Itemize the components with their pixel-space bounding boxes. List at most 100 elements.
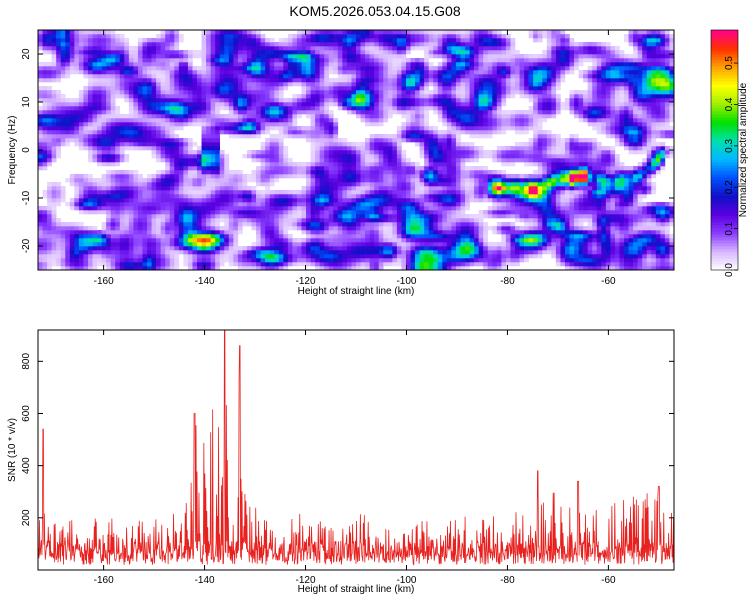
heatmap-cell bbox=[460, 262, 466, 267]
heatmap-cell bbox=[274, 174, 280, 179]
heatmap-cell bbox=[365, 110, 370, 115]
heatmap-cell bbox=[496, 182, 502, 187]
heatmap-cell bbox=[156, 138, 161, 143]
heatmap-cell bbox=[515, 110, 520, 115]
heatmap-cell bbox=[519, 246, 525, 251]
heatmap-cell bbox=[578, 230, 584, 235]
heatmap-cell bbox=[210, 142, 216, 147]
heatmap-cell bbox=[660, 150, 666, 155]
heatmap-cell bbox=[337, 174, 343, 179]
heatmap-cell bbox=[365, 254, 370, 259]
heatmap-cell bbox=[651, 210, 657, 215]
heatmap-cell bbox=[660, 118, 666, 123]
heatmap-cell bbox=[419, 242, 425, 247]
heatmap-cell bbox=[546, 170, 552, 175]
heatmap-cell bbox=[260, 262, 266, 267]
heatmap-cell bbox=[215, 158, 221, 163]
heatmap-cell bbox=[405, 162, 411, 167]
heatmap-cell bbox=[110, 210, 116, 215]
heatmap-cell bbox=[428, 174, 434, 179]
heatmap-cell bbox=[101, 202, 107, 207]
heatmap-cell bbox=[160, 158, 166, 163]
heatmap-cell bbox=[483, 134, 489, 139]
heatmap-cell bbox=[201, 146, 207, 151]
heatmap-cell bbox=[87, 146, 93, 151]
heatmap-cell bbox=[133, 202, 139, 207]
heatmap-cell bbox=[524, 182, 529, 187]
heatmap-cell bbox=[210, 126, 216, 131]
heatmap-cell bbox=[564, 214, 570, 219]
heatmap-cell bbox=[437, 230, 443, 235]
heatmap-cell bbox=[333, 134, 339, 139]
heatmap-cell bbox=[47, 218, 52, 223]
heatmap-cell bbox=[605, 166, 611, 171]
heatmap-cell bbox=[374, 174, 380, 179]
heatmap-cell bbox=[624, 194, 629, 199]
heatmap-cell bbox=[160, 138, 166, 143]
heatmap-cell bbox=[60, 110, 66, 115]
heatmap-cell bbox=[228, 134, 234, 139]
heatmap-cell bbox=[283, 162, 289, 167]
heatmap-cell bbox=[587, 142, 593, 147]
heatmap-cell bbox=[460, 198, 466, 203]
heatmap-cell bbox=[515, 158, 520, 163]
heatmap-cell bbox=[356, 110, 361, 115]
heatmap-cell bbox=[501, 146, 507, 151]
heatmap-cell bbox=[419, 186, 425, 191]
heatmap-cell bbox=[301, 110, 307, 115]
heatmap-cell bbox=[301, 218, 307, 223]
heatmap-cell bbox=[374, 262, 380, 267]
heatmap-cell bbox=[415, 178, 420, 183]
heatmap-cell bbox=[283, 118, 289, 123]
heatmap-cell bbox=[574, 154, 579, 159]
heatmap-cell bbox=[428, 150, 434, 155]
heatmap-cell bbox=[478, 170, 484, 175]
heatmap-cell bbox=[215, 182, 221, 187]
heatmap-cell bbox=[646, 114, 652, 119]
heatmap-cell bbox=[578, 162, 584, 167]
heatmap-cell bbox=[310, 146, 316, 151]
heatmap-cell bbox=[601, 210, 607, 215]
heatmap-cell bbox=[124, 218, 130, 223]
heatmap-cell bbox=[628, 130, 634, 135]
heatmap-cell bbox=[478, 186, 484, 191]
heatmap-cell bbox=[124, 222, 130, 227]
heatmap-cell bbox=[564, 190, 570, 195]
heatmap-cell bbox=[128, 178, 134, 183]
heatmap-cell bbox=[374, 230, 380, 235]
heatmap-cell bbox=[460, 238, 466, 243]
heatmap-cell bbox=[374, 146, 380, 151]
heatmap-cell bbox=[555, 186, 561, 191]
heatmap-cell bbox=[51, 122, 57, 127]
heatmap-cell bbox=[151, 150, 157, 155]
heatmap-cell bbox=[69, 234, 75, 239]
heatmap-cell bbox=[165, 178, 171, 183]
heatmap-cell bbox=[383, 242, 389, 247]
heatmap-cell bbox=[292, 122, 298, 127]
heatmap-cell bbox=[165, 262, 171, 267]
heatmap-cell bbox=[106, 254, 111, 259]
heatmap-cell bbox=[637, 118, 643, 123]
heatmap-cell bbox=[624, 114, 629, 119]
heatmap-cell bbox=[483, 106, 489, 111]
heatmap-cell bbox=[419, 202, 425, 207]
heatmap-cell bbox=[442, 142, 448, 147]
heatmap-cell bbox=[83, 130, 89, 135]
heatmap-cell bbox=[287, 250, 293, 255]
heatmap-cell bbox=[192, 246, 198, 251]
heatmap-cell bbox=[437, 142, 443, 147]
heatmap-cell bbox=[115, 182, 121, 187]
heatmap-cell bbox=[478, 230, 484, 235]
heatmap-cell bbox=[324, 218, 330, 223]
heatmap-cell bbox=[278, 150, 284, 155]
heatmap-cell bbox=[283, 222, 289, 227]
heatmap-cell bbox=[569, 210, 575, 215]
heatmap-cell bbox=[555, 214, 561, 219]
heatmap-cell bbox=[478, 130, 484, 135]
heatmap-cell bbox=[633, 130, 638, 135]
heatmap-cell bbox=[87, 234, 93, 239]
heatmap-cell bbox=[87, 154, 93, 159]
heatmap-cell bbox=[351, 182, 357, 187]
heatmap-cell bbox=[274, 106, 280, 111]
heatmap-cell bbox=[197, 166, 202, 171]
